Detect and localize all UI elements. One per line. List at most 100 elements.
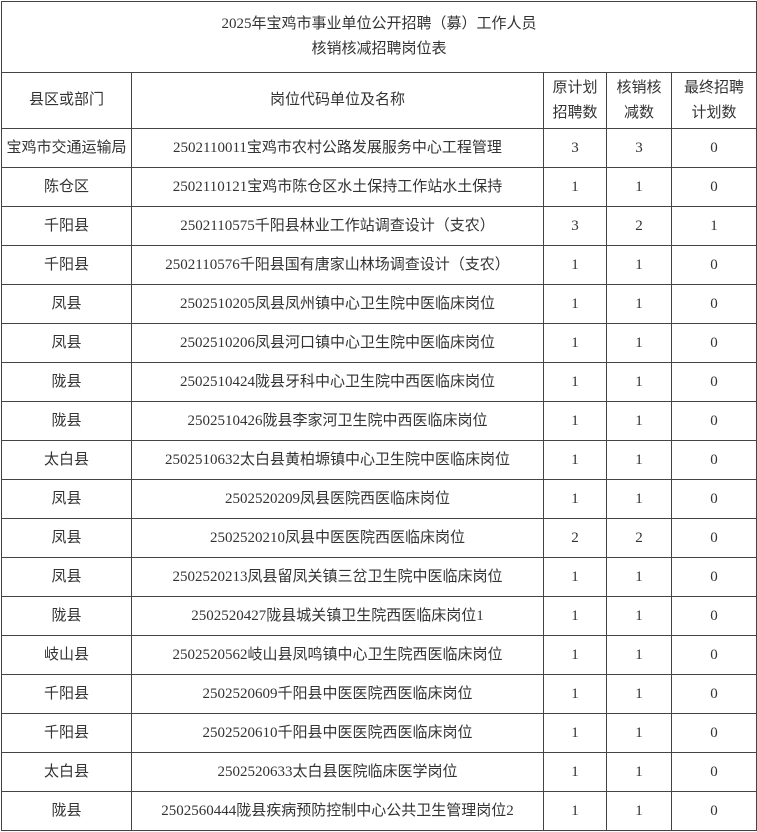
cell-cancel: 1 [606, 284, 672, 324]
cell-county: 陇县 [1, 791, 132, 831]
cell-position: 2502560444陇县疾病预防控制中心公共卫生管理岗位2 [131, 791, 544, 831]
cell-county: 陇县 [1, 362, 132, 402]
cell-cancel: 1 [606, 401, 672, 441]
table-row: 凤县 2502520209凤县医院西医临床岗位 1 1 0 [1, 479, 757, 519]
cell-position: 2502510206凤县河口镇中心卫生院中医临床岗位 [131, 323, 544, 363]
cell-cancel: 3 [606, 128, 672, 168]
cell-cancel: 1 [606, 674, 672, 714]
cell-county: 千阳县 [1, 713, 132, 753]
cell-position: 2502510205凤县凤州镇中心卫生院中医临床岗位 [131, 284, 544, 324]
cell-county: 陈仓区 [1, 167, 132, 207]
cell-position: 2502520213凤县留凤关镇三岔卫生院中医临床岗位 [131, 557, 544, 597]
cell-final: 0 [671, 674, 757, 714]
cell-cancel: 1 [606, 557, 672, 597]
header-final-line2: 计划数 [691, 104, 737, 121]
table-row: 太白县 2502510632太白县黄柏塬镇中心卫生院中医临床岗位 1 1 0 [1, 440, 757, 480]
cell-county: 千阳县 [1, 245, 132, 285]
cell-county: 凤县 [1, 284, 132, 324]
cell-position: 2502510632太白县黄柏塬镇中心卫生院中医临床岗位 [131, 440, 544, 480]
cell-original: 1 [543, 362, 607, 402]
cell-final: 0 [671, 167, 757, 207]
cell-final: 0 [671, 752, 757, 792]
table-row: 千阳县 2502110576千阳县国有唐家山林场调查设计（支农） 1 1 0 [1, 245, 757, 285]
cell-cancel: 1 [606, 440, 672, 480]
cell-final: 0 [671, 323, 757, 363]
cell-final: 0 [671, 518, 757, 558]
cell-county: 千阳县 [1, 674, 132, 714]
table-row: 陇县 2502510424陇县牙科中心卫生院中西医临床岗位 1 1 0 [1, 362, 757, 402]
cell-final: 0 [671, 401, 757, 441]
table-row: 千阳县 2502520609千阳县中医医院西医临床岗位 1 1 0 [1, 674, 757, 714]
cell-original: 1 [543, 752, 607, 792]
table-row: 陇县 2502560444陇县疾病预防控制中心公共卫生管理岗位2 1 1 0 [1, 791, 757, 831]
header-county: 县区或部门 [1, 72, 132, 129]
title-line-2: 核销核减招聘岗位表 [311, 41, 447, 57]
table-row: 凤县 2502510206凤县河口镇中心卫生院中医临床岗位 1 1 0 [1, 323, 757, 363]
cell-original: 1 [543, 284, 607, 324]
cell-county: 陇县 [1, 401, 132, 441]
cell-original: 1 [543, 791, 607, 831]
cell-position: 2502520562岐山县凤鸣镇中心卫生院西医临床岗位 [131, 635, 544, 675]
table-row: 千阳县 2502520610千阳县中医医院西医临床岗位 1 1 0 [1, 713, 757, 753]
cell-original: 1 [543, 440, 607, 480]
header-cancel-line2: 减数 [623, 104, 654, 121]
cell-county: 凤县 [1, 518, 132, 558]
header-final: 最终招聘 计划数 [671, 72, 757, 129]
cell-cancel: 2 [606, 518, 672, 558]
cell-position: 2502520609千阳县中医医院西医临床岗位 [131, 674, 544, 714]
table-row: 陇县 2502520427陇县城关镇卫生院西医临床岗位1 1 1 0 [1, 596, 757, 636]
table-row: 千阳县 2502110575千阳县林业工作站调查设计（支农） 3 2 1 [1, 206, 757, 246]
header-row: 县区或部门 岗位代码单位及名称 原计划 招聘数 核销核 减数 最终招聘 计划数 [1, 72, 757, 129]
cell-final: 0 [671, 596, 757, 636]
cell-cancel: 1 [606, 596, 672, 636]
cell-cancel: 1 [606, 791, 672, 831]
cell-position: 2502110011宝鸡市农村公路发展服务中心工程管理 [131, 128, 544, 168]
cell-final: 0 [671, 635, 757, 675]
cell-cancel: 1 [606, 323, 672, 363]
cell-final: 0 [671, 284, 757, 324]
cell-county: 凤县 [1, 557, 132, 597]
header-cancel: 核销核 减数 [606, 72, 672, 129]
cell-position: 2502110575千阳县林业工作站调查设计（支农） [131, 206, 544, 246]
cell-position: 2502510424陇县牙科中心卫生院中西医临床岗位 [131, 362, 544, 402]
cell-cancel: 2 [606, 206, 672, 246]
table-row: 岐山县 2502520562岐山县凤鸣镇中心卫生院西医临床岗位 1 1 0 [1, 635, 757, 675]
cell-cancel: 1 [606, 713, 672, 753]
cell-cancel: 1 [606, 167, 672, 207]
cell-cancel: 1 [606, 752, 672, 792]
header-original-line2: 招聘数 [552, 104, 598, 121]
table-row: 凤县 2502520213凤县留凤关镇三岔卫生院中医临床岗位 1 1 0 [1, 557, 757, 597]
cell-final: 1 [671, 206, 757, 246]
cell-original: 3 [543, 206, 607, 246]
cell-original: 1 [543, 635, 607, 675]
cell-original: 1 [543, 557, 607, 597]
cell-final: 0 [671, 713, 757, 753]
cell-position: 2502110576千阳县国有唐家山林场调查设计（支农） [131, 245, 544, 285]
cell-original: 1 [543, 479, 607, 519]
cell-county: 太白县 [1, 440, 132, 480]
cell-position: 2502520209凤县医院西医临床岗位 [131, 479, 544, 519]
cell-position: 2502110121宝鸡市陈仓区水土保持工作站水土保持 [131, 167, 544, 207]
cell-cancel: 1 [606, 479, 672, 519]
cell-final: 0 [671, 791, 757, 831]
cell-county: 岐山县 [1, 635, 132, 675]
cell-position: 2502520210凤县中医医院西医临床岗位 [131, 518, 544, 558]
cell-position: 2502510426陇县李家河卫生院中西医临床岗位 [131, 401, 544, 441]
cell-original: 1 [543, 596, 607, 636]
cell-original: 1 [543, 401, 607, 441]
cell-final: 0 [671, 479, 757, 519]
cell-original: 3 [543, 128, 607, 168]
cell-final: 0 [671, 362, 757, 402]
cell-final: 0 [671, 128, 757, 168]
cell-original: 1 [543, 167, 607, 207]
cell-original: 1 [543, 713, 607, 753]
cell-cancel: 1 [606, 635, 672, 675]
cell-position: 2502520427陇县城关镇卫生院西医临床岗位1 [131, 596, 544, 636]
cell-cancel: 1 [606, 245, 672, 285]
title-line-1: 2025年宝鸡市事业单位公开招聘（募）工作人员 [221, 16, 537, 32]
table-row: 凤县 2502520210凤县中医医院西医临床岗位 2 2 0 [1, 518, 757, 558]
header-final-line1: 最终招聘 [683, 79, 744, 96]
cell-county: 凤县 [1, 323, 132, 363]
cell-final: 0 [671, 557, 757, 597]
